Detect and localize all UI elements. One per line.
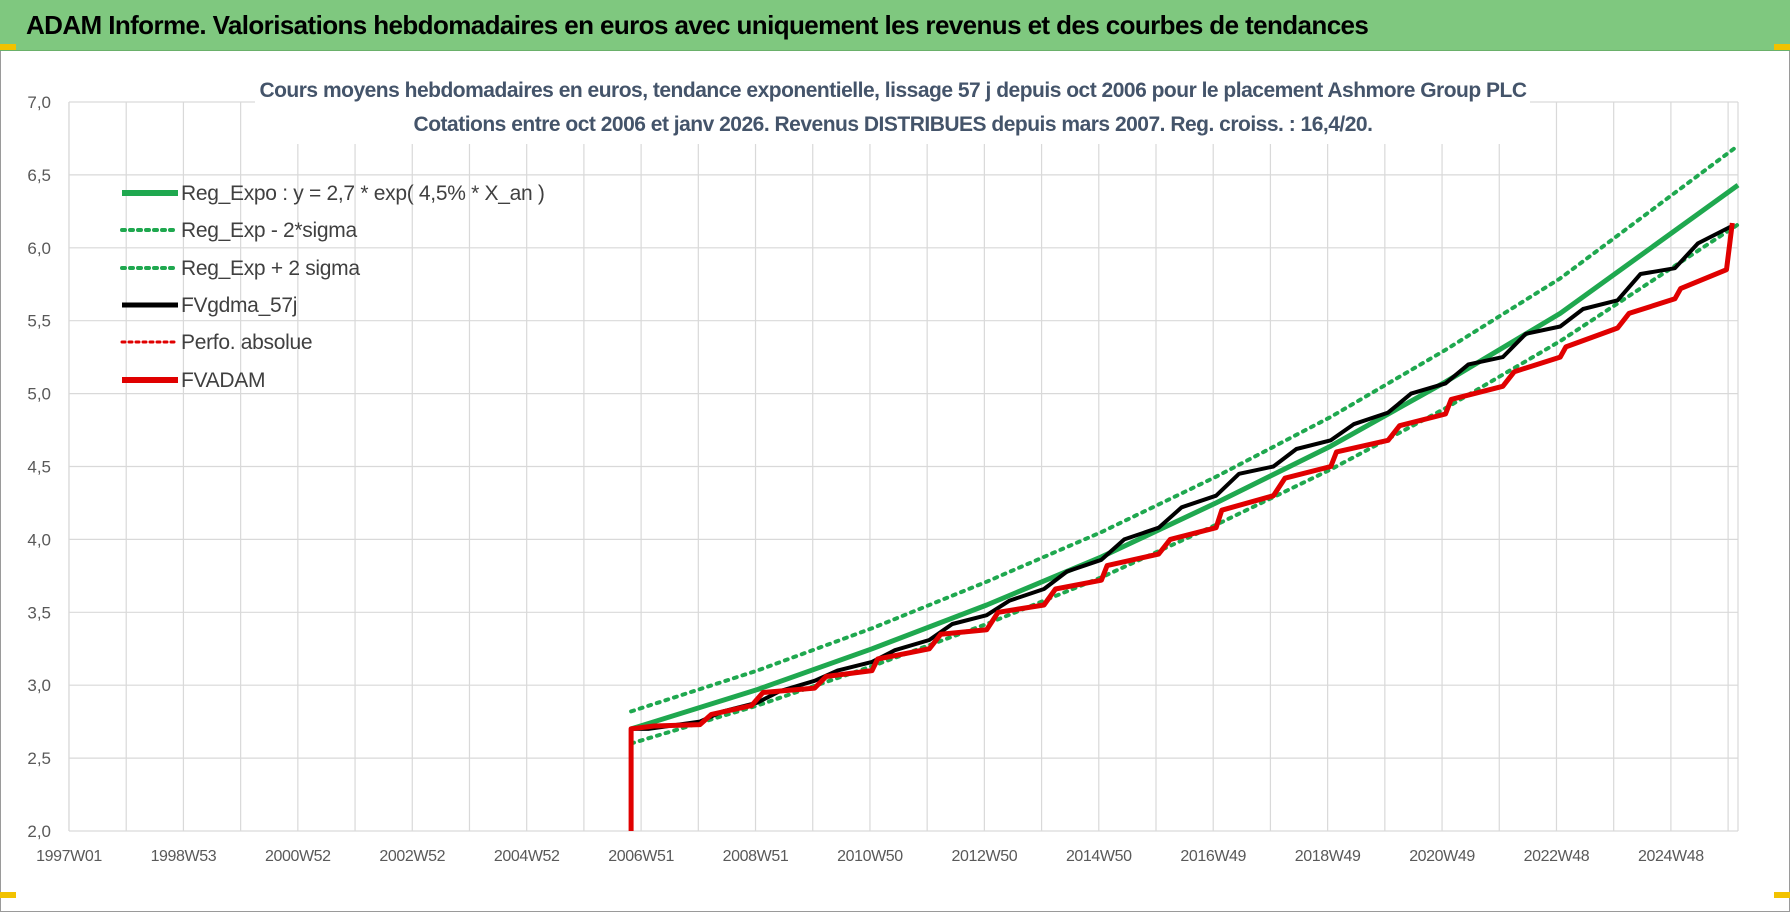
- series-line-reg-expo: [630, 183, 1740, 732]
- x-tick-label: 1998W53: [151, 848, 217, 865]
- y-tick-label: 6,5: [27, 166, 51, 185]
- legend-label-reg-exp-minus: Reg_Exp - 2*sigma: [181, 219, 357, 242]
- corner-mark-left: [0, 44, 16, 50]
- header-banner: ADAM Informe. Valorisations hebdomadaire…: [0, 0, 1790, 51]
- x-tick-label: 2000W52: [265, 848, 331, 865]
- series-line-reg-exp-plus: [629, 143, 1740, 714]
- x-tick-label: 2012W50: [952, 848, 1018, 865]
- x-tick-label: 2004W52: [494, 848, 560, 865]
- grid-lines: [68, 101, 1739, 832]
- chart-title-line-1: Cours moyens hebdomadaires en euros, ten…: [259, 79, 1526, 102]
- legend-label-reg-exp-plus: Reg_Exp + 2 sigma: [181, 257, 360, 280]
- y-tick-label: 4,5: [27, 458, 51, 477]
- x-tick-label: 2014W50: [1066, 848, 1132, 865]
- x-tick-label: 2016W49: [1180, 848, 1246, 865]
- x-tick-label: 2018W49: [1295, 848, 1361, 865]
- series-line-fvgdma: [629, 224, 1734, 831]
- legend-label-fvadam: FVADAM: [181, 369, 265, 392]
- y-tick-label: 2,0: [27, 822, 51, 841]
- y-tick-label: 5,5: [27, 312, 51, 331]
- page-title: ADAM Informe. Valorisations hebdomadaire…: [26, 10, 1369, 40]
- x-tick-label: 2006W51: [608, 848, 674, 865]
- y-tick-label: 2,5: [27, 749, 51, 768]
- legend: Reg_Expo : y = 2,7 * exp( 4,5% * X_an ) …: [120, 182, 545, 392]
- series-line-fvadam: [628, 222, 1735, 831]
- x-axis-ticks: 1997W01 1998W53 2000W52 2002W52 2004W52 2006W…: [36, 848, 1704, 865]
- x-tick-label: 1997W01: [36, 848, 102, 865]
- legend-label-perfo: Perfo. absolue: [181, 331, 312, 354]
- x-tick-label: 2024W48: [1638, 848, 1704, 865]
- y-axis-ticks: 2,0 2,5 3,0 3,5 4,0 4,5 5,0 5,5 6,0 6,5 7,0: [27, 93, 51, 841]
- x-tick-label: 2008W51: [723, 848, 789, 865]
- y-tick-label: 6,0: [27, 239, 51, 258]
- x-tick-label: 2002W52: [379, 848, 445, 865]
- legend-label-reg-expo: Reg_Expo : y = 2,7 * exp( 4,5% * X_an ): [181, 182, 545, 205]
- legend-label-fvgdma: FVgdma_57j: [181, 294, 297, 317]
- y-tick-label: 3,0: [27, 676, 51, 695]
- y-tick-label: 5,0: [27, 385, 51, 404]
- corner-mark-bottom-right: [1774, 892, 1790, 898]
- series-lines: [628, 143, 1740, 831]
- y-tick-label: 3,5: [27, 603, 51, 622]
- title-backdrop: [255, 74, 1530, 144]
- x-tick-label: 2010W50: [837, 848, 903, 865]
- x-tick-label: 2022W48: [1524, 848, 1590, 865]
- corner-mark-right: [1774, 44, 1790, 50]
- y-tick-label: 4,0: [27, 530, 51, 549]
- x-tick-label: 2020W49: [1409, 848, 1475, 865]
- y-tick-label: 7,0: [27, 93, 51, 112]
- chart-title-line-2: Cotations entre oct 2006 et janv 2026. R…: [414, 113, 1373, 136]
- corner-mark-bottom-left: [0, 892, 16, 898]
